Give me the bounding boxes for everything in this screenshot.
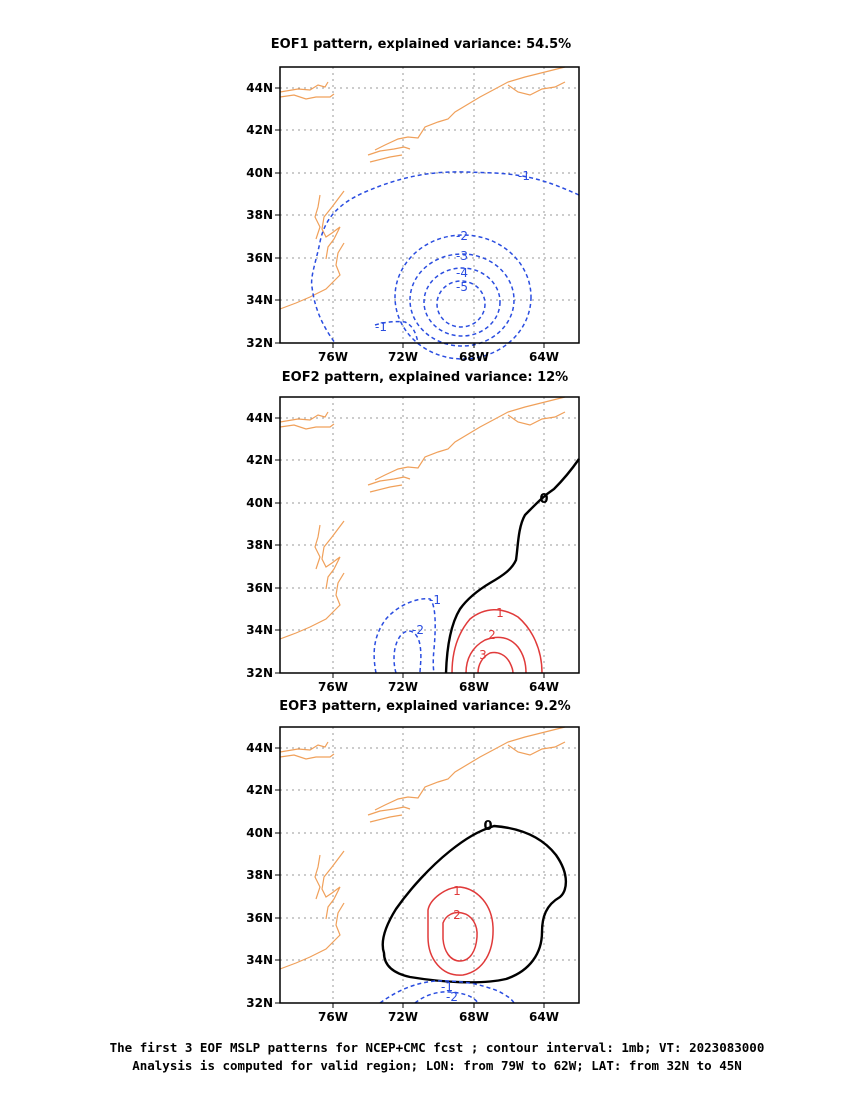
panel-eof2: EOF2 pattern, explained variance: 12% [246, 370, 580, 694]
contour-label: -1 [441, 980, 453, 994]
figure-caption: The first 3 EOF MSLP patterns for NCEP+C… [110, 1040, 765, 1073]
lon-tick-label: 76W [318, 1010, 348, 1024]
caption-line-2: Analysis is computed for valid region; L… [132, 1058, 742, 1073]
contour-label: 0 [483, 819, 492, 834]
contour-label: -2 [456, 229, 468, 243]
lon-tick-label: 68W [459, 1010, 489, 1024]
lat-tick-label: 38N [246, 538, 273, 552]
contour-label: -4 [456, 266, 468, 280]
lat-tick-label: 34N [246, 293, 273, 307]
lat-tick-label: 36N [246, 581, 273, 595]
lat-tick-label: 42N [246, 453, 273, 467]
lon-tick-label: 64W [529, 680, 559, 694]
coastline [279, 726, 566, 970]
panel-title: EOF1 pattern, explained variance: 54.5% [271, 37, 571, 52]
lat-tick-label: 44N [246, 81, 273, 95]
lon-tick-label: 72W [388, 1010, 418, 1024]
contour-label: 1 [453, 884, 461, 898]
lon-axis: 76W 72W 68W 64W [318, 1003, 559, 1024]
lat-tick-label: 36N [246, 251, 273, 265]
lon-tick-label: 76W [318, 680, 348, 694]
map-frame [279, 726, 580, 1004]
lat-tick-label: 42N [246, 123, 273, 137]
map-frame [279, 396, 580, 674]
lat-tick-label: 34N [246, 953, 273, 967]
contour-label: -1 [375, 320, 387, 334]
contour-label: -5 [456, 280, 468, 294]
contour-label: -1 [429, 593, 441, 607]
lat-tick-label: 36N [246, 911, 273, 925]
contour-labels: 0 1 2 -1 -2 [441, 819, 493, 1004]
panel-title: EOF2 pattern, explained variance: 12% [282, 370, 568, 385]
contour-label: 2 [453, 908, 461, 922]
lat-tick-label: 32N [246, 666, 273, 680]
contour-labels: -1 -1 -2 -3 -4 -5 [375, 169, 530, 334]
lat-tick-label: 32N [246, 336, 273, 350]
lat-tick-label: 38N [246, 868, 273, 882]
gridlines [280, 727, 579, 1003]
coastline [279, 66, 566, 310]
panel-eof3: EOF3 pattern, explained variance: 9.2% [246, 699, 580, 1024]
panel-title: EOF3 pattern, explained variance: 9.2% [279, 699, 570, 714]
lon-tick-label: 72W [388, 350, 418, 364]
contour-label: -3 [456, 249, 468, 263]
lon-tick-label: 72W [388, 680, 418, 694]
contour-label: -2 [412, 623, 424, 637]
coastline [279, 396, 566, 640]
contour-label: 0 [539, 492, 548, 507]
contours [373, 458, 580, 674]
lat-tick-label: 42N [246, 783, 273, 797]
caption-line-1: The first 3 EOF MSLP patterns for NCEP+C… [110, 1040, 765, 1055]
contours [379, 824, 568, 1004]
contour-label: 1 [496, 606, 504, 620]
lon-tick-label: 64W [529, 1010, 559, 1024]
lat-tick-label: 34N [246, 623, 273, 637]
panel-eof1: EOF1 pattern, explained variance: 54.5% [246, 37, 580, 364]
contour-label: -2 [446, 990, 458, 1004]
contour-label: 2 [488, 628, 496, 642]
lon-tick-label: 76W [318, 350, 348, 364]
contour-labels: -1 -2 1 2 3 0 [412, 492, 549, 662]
lat-tick-label: 40N [246, 826, 273, 840]
lon-tick-label: 68W [459, 350, 489, 364]
lat-tick-label: 40N [246, 166, 273, 180]
gridlines [280, 397, 579, 673]
lat-axis: 44N 42N 40N 38N 36N 34N 32N [246, 411, 280, 680]
lat-tick-label: 44N [246, 411, 273, 425]
contour-label: 3 [479, 648, 487, 662]
contour-label: -1 [518, 169, 530, 183]
lon-axis: 76W 72W 68W 64W [318, 343, 559, 364]
lat-tick-label: 44N [246, 741, 273, 755]
contours [310, 171, 580, 360]
lat-axis: 44N 42N 40N 38N 36N 34N 32N [246, 81, 280, 350]
lon-tick-label: 64W [529, 350, 559, 364]
lat-axis: 44N 42N 40N 38N 36N 34N 32N [246, 741, 280, 1010]
lat-tick-label: 32N [246, 996, 273, 1010]
lon-tick-label: 68W [459, 680, 489, 694]
lat-tick-label: 38N [246, 208, 273, 222]
map-frame [279, 66, 580, 344]
gridlines [280, 67, 579, 343]
lon-axis: 76W 72W 68W 64W [318, 673, 559, 694]
lat-tick-label: 40N [246, 496, 273, 510]
